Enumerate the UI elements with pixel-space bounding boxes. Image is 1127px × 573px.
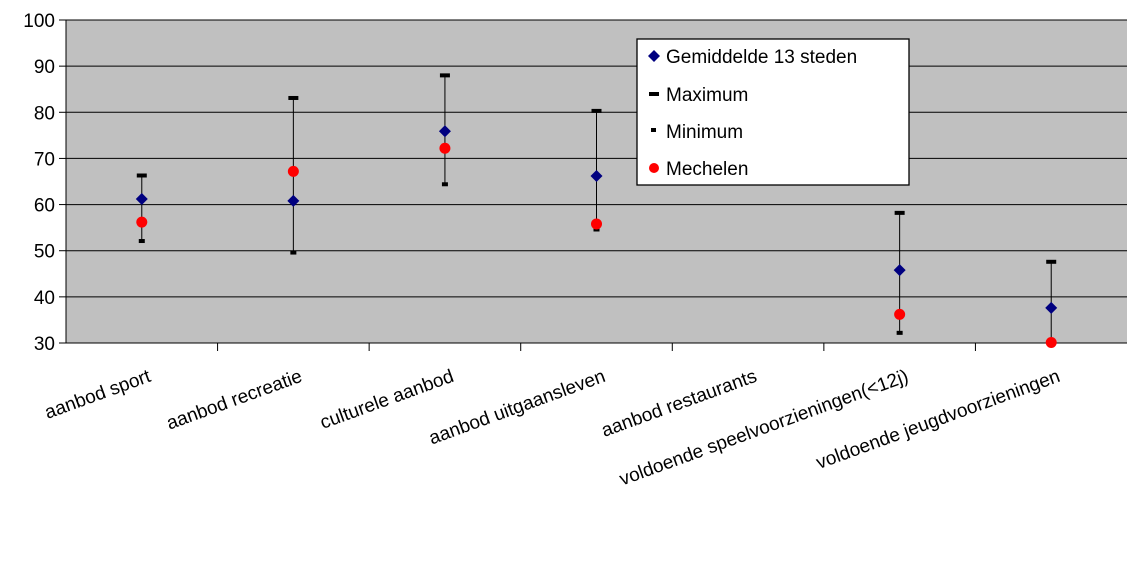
- category-label: voldoende jeugdvoorzieningen: [814, 366, 1063, 474]
- y-tick-label: 60: [34, 196, 55, 217]
- legend-marker-min: [651, 128, 656, 132]
- y-tick-label: 30: [34, 334, 55, 355]
- average-point: [1045, 301, 1058, 314]
- y-tick-label: 80: [34, 103, 55, 124]
- data-markers: [135, 125, 1058, 349]
- max-marker: [439, 73, 450, 78]
- legend-label-minimum: Minimum: [666, 122, 743, 143]
- category-labels: aanbod sport aanbod recreatie culturele aa…: [42, 366, 1063, 491]
- category-label: aanbod recreatie: [164, 366, 305, 435]
- category-label: voldoende speelvoorzieningen(<12j): [617, 366, 912, 490]
- max-marker: [591, 108, 602, 113]
- mechelen-point: [591, 218, 602, 230]
- mechelen-point: [287, 165, 299, 177]
- max-marker: [1046, 259, 1057, 264]
- min-marker: [441, 182, 448, 187]
- y-tick-label: 70: [34, 149, 55, 170]
- legend-marker-max: [649, 92, 659, 96]
- average-point: [893, 264, 906, 277]
- mechelen-point: [1045, 337, 1057, 349]
- legend-box: [636, 38, 910, 186]
- max-marker: [288, 95, 299, 100]
- legend-label-mechelen: Mechelen: [666, 159, 748, 180]
- y-tick-label: 100: [23, 11, 55, 32]
- average-point: [590, 169, 603, 182]
- y-tick-labels: 30 40 50 60 70 80 90 100: [23, 11, 55, 355]
- max-marker: [136, 173, 147, 178]
- legend: Gemiddelde 13 steden Maximum Minimum Mec…: [636, 38, 910, 186]
- category-label: aanbod sport: [42, 366, 154, 424]
- mechelen-point: [136, 216, 148, 228]
- axes: [59, 19, 1127, 351]
- category-label: culturele aanbod: [317, 366, 456, 434]
- min-marker: [138, 239, 145, 244]
- average-point: [438, 125, 451, 138]
- min-marker: [593, 227, 600, 232]
- min-marker: [896, 330, 903, 335]
- legend-marker-diamond: [648, 50, 660, 62]
- legend-label-maximum: Maximum: [666, 85, 748, 106]
- y-tick-label: 90: [34, 57, 55, 78]
- max-marker: [894, 210, 905, 215]
- legend-label-average: Gemiddelde 13 steden: [666, 47, 857, 68]
- average-point: [135, 193, 148, 206]
- min-marker: [290, 250, 297, 255]
- average-point: [287, 194, 300, 207]
- y-tick-label: 40: [34, 288, 55, 309]
- mechelen-point: [894, 308, 906, 320]
- legend-marker-mechelen: [649, 163, 659, 173]
- mechelen-point: [439, 142, 451, 154]
- y-tick-label: 50: [34, 242, 55, 263]
